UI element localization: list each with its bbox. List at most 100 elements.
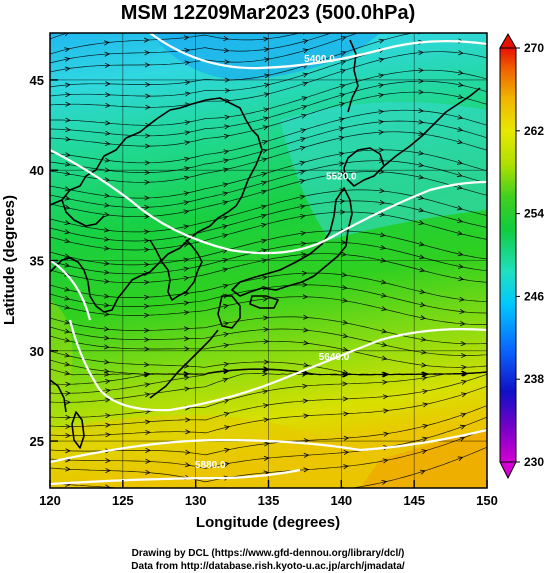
streamline bbox=[50, 171, 487, 218]
colorbar-tick-label: 270 bbox=[524, 41, 544, 55]
colorbar-ticks: 230 238 246 254 262 270 bbox=[516, 41, 544, 469]
streamline-arrowhead bbox=[458, 8, 463, 12]
streamline bbox=[50, 120, 487, 174]
streamline-arrowhead bbox=[103, 22, 108, 26]
x-tick-label: 130 bbox=[185, 493, 207, 508]
contour-labels: 5400.0 5520.0 5640.0 5880.0 bbox=[195, 54, 357, 471]
colorbar-min-triangle bbox=[499, 461, 517, 480]
streamline bbox=[50, 80, 487, 137]
coastline-liaodong bbox=[61, 199, 105, 227]
colorbar-tick-label: 238 bbox=[524, 372, 544, 386]
streamline bbox=[50, 241, 487, 275]
streamline bbox=[50, 230, 487, 266]
colorbar-tick-label: 262 bbox=[524, 124, 544, 138]
height-contours bbox=[50, 33, 487, 486]
streamline bbox=[50, 33, 415, 88]
streamline bbox=[50, 33, 333, 64]
streamline bbox=[50, 51, 487, 108]
streamline bbox=[50, 33, 359, 73]
streamline-arrowhead bbox=[458, 27, 463, 31]
contour-line-5760 bbox=[50, 428, 487, 464]
coastline-honshu bbox=[231, 187, 353, 297]
streamline bbox=[50, 446, 487, 488]
credit-data: Data from http://database.rish.kyoto-u.a… bbox=[131, 561, 405, 572]
plot-area: 5400.0 5520.0 5640.0 5880.0 bbox=[50, 0, 487, 503]
coastline-china-south bbox=[50, 379, 67, 413]
x-tick-label: 120 bbox=[39, 493, 61, 508]
streamline bbox=[50, 371, 487, 403]
colorbar-tick-label: 254 bbox=[524, 207, 544, 221]
x-tick-label: 125 bbox=[112, 493, 134, 508]
streamline bbox=[50, 131, 487, 183]
colorbar-gradient bbox=[499, 47, 517, 463]
streamline bbox=[50, 284, 487, 314]
credit-drawing: Drawing by DCL (https://www.gfd-dennou.o… bbox=[132, 548, 405, 559]
streamline bbox=[50, 33, 301, 55]
coastlines bbox=[50, 39, 481, 449]
x-tick-label: 135 bbox=[258, 493, 280, 508]
coastline-kuril-islands bbox=[383, 87, 481, 167]
coastline-ryukyu-islands bbox=[149, 329, 219, 399]
streamline bbox=[50, 371, 487, 418]
streamline-arrowhead bbox=[379, 24, 384, 28]
contour-line-5640 bbox=[68, 319, 487, 412]
coastline-kyushu bbox=[217, 295, 241, 329]
graticule bbox=[50, 33, 487, 488]
streamline bbox=[50, 369, 487, 394]
streamline-arrowhead bbox=[417, 13, 422, 17]
coastline-asia-mainland bbox=[50, 97, 263, 313]
streamline bbox=[50, 211, 487, 251]
x-tick-label: 145 bbox=[403, 493, 425, 508]
streamline bbox=[50, 272, 487, 302]
streamline bbox=[50, 160, 487, 208]
x-tick-label: 140 bbox=[330, 493, 352, 508]
y-tick-label: 40 bbox=[30, 163, 44, 178]
y-tick-label: 45 bbox=[30, 73, 44, 88]
streamline bbox=[50, 385, 487, 436]
y-tick-label: 35 bbox=[30, 254, 44, 269]
colorbar-tick-label: 246 bbox=[524, 289, 544, 303]
x-axis-label: Longitude (degrees) bbox=[196, 514, 340, 531]
x-tick-label: 150 bbox=[476, 493, 498, 508]
contour-label: 5400.0 bbox=[304, 54, 335, 65]
streamline-arrowhead bbox=[223, 499, 228, 503]
streamline-arrowhead bbox=[341, 28, 346, 32]
map-title: MSM 12Z09Mar2023 (500.0hPa) bbox=[121, 2, 416, 24]
streamline-arrowhead bbox=[417, 3, 422, 7]
streamline bbox=[50, 253, 487, 284]
streamline bbox=[50, 200, 487, 242]
streamline-arrowhead bbox=[145, 489, 150, 493]
streamline bbox=[50, 189, 487, 233]
coastline-korean-peninsula bbox=[149, 239, 203, 301]
streamline bbox=[50, 405, 487, 456]
contour-label: 5520.0 bbox=[326, 171, 357, 182]
y-tick-label: 30 bbox=[30, 344, 44, 359]
colorbar-max-triangle bbox=[499, 32, 517, 49]
streamline bbox=[50, 335, 487, 368]
streamline bbox=[50, 373, 487, 427]
streamline bbox=[50, 109, 487, 164]
warm-region-southeast bbox=[360, 430, 487, 488]
streamline-arrowhead bbox=[303, 491, 308, 495]
coastline-sakhalin bbox=[347, 39, 359, 113]
y-axis-label: Latitude (degrees) bbox=[1, 195, 18, 325]
streamline bbox=[50, 326, 487, 356]
contour-label: 5640.0 bbox=[319, 352, 350, 363]
contour-line-5520 bbox=[50, 149, 487, 255]
streamline bbox=[50, 149, 487, 199]
streamline bbox=[50, 91, 487, 147]
y-tick-label: 25 bbox=[30, 434, 44, 449]
contour-line-5580 bbox=[50, 259, 92, 321]
streamline bbox=[50, 69, 487, 126]
coastline-taiwan bbox=[71, 411, 85, 449]
axis-ticks: 120 125 130 135 140 145 150 25 30 35 40 45 bbox=[30, 73, 498, 508]
contour-line-5880 bbox=[50, 468, 301, 486]
coastline-shikoku bbox=[249, 295, 279, 309]
colorbar: 230 238 246 254 262 270 bbox=[499, 32, 544, 480]
streamline-arrowhead bbox=[65, 33, 69, 37]
streamline-arrowhead bbox=[457, 0, 462, 1]
streamline bbox=[50, 428, 487, 483]
streamline bbox=[50, 316, 487, 345]
contour-label: 5880.0 bbox=[195, 460, 226, 471]
